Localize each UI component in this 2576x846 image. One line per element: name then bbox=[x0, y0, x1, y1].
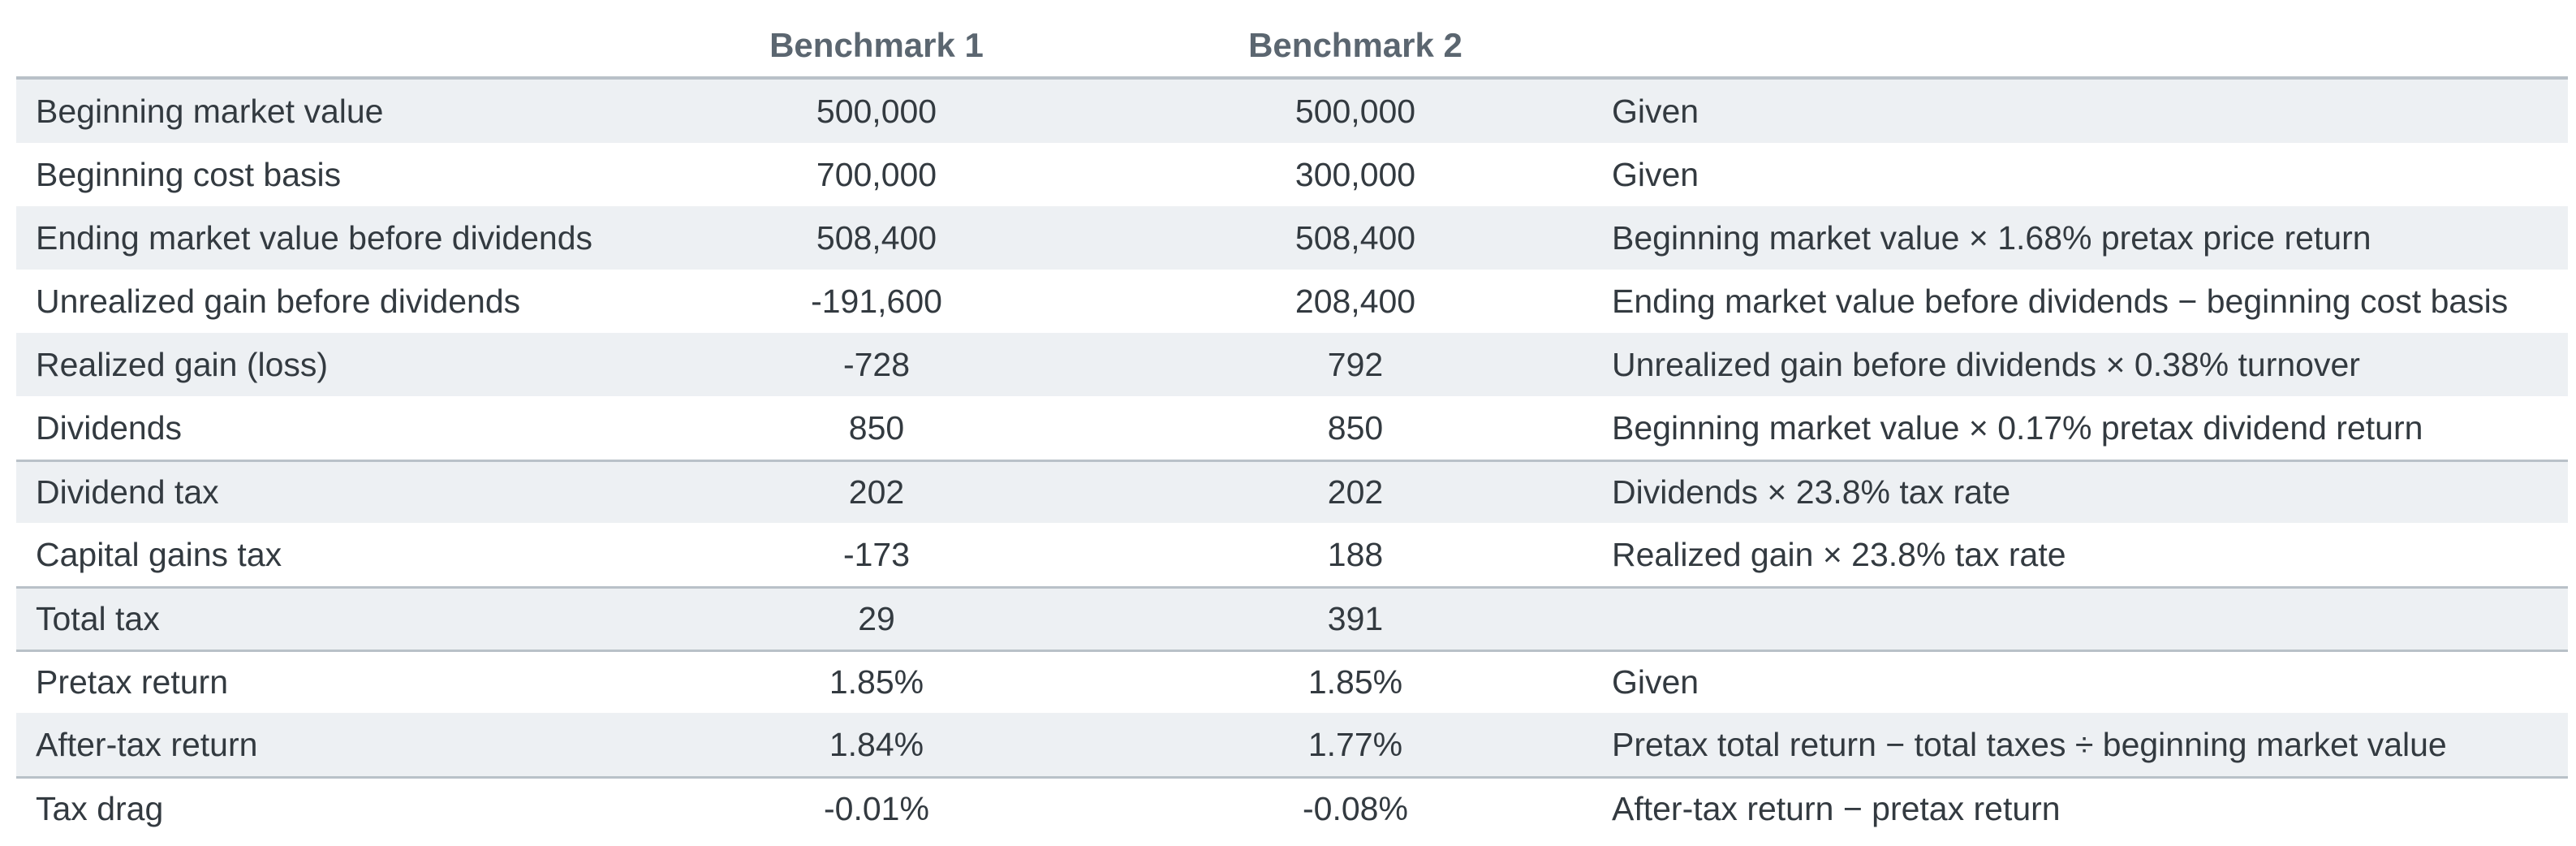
benchmark-2-value: 792 bbox=[1327, 345, 1384, 383]
header-benchmark-2: Benchmark 2 bbox=[1248, 26, 1462, 64]
benchmark-1-value: 1.85% bbox=[829, 663, 924, 701]
row-label: Beginning cost basis bbox=[36, 155, 342, 193]
benchmark-2-value: -0.08% bbox=[1303, 790, 1408, 827]
row-label: Dividend tax bbox=[36, 473, 219, 511]
row-label: Ending market value before dividends bbox=[36, 218, 593, 257]
benchmark-2-value: 500,000 bbox=[1294, 92, 1416, 130]
benchmark-1-value: -0.01% bbox=[824, 790, 929, 827]
benchmark-1-value: -173 bbox=[842, 535, 911, 573]
benchmark-1-value: 850 bbox=[848, 408, 905, 447]
benchmark-2-value: 208,400 bbox=[1294, 282, 1416, 320]
row-note: Dividends × 23.8% tax rate bbox=[1612, 473, 2011, 511]
benchmark-1-value: 500,000 bbox=[816, 92, 937, 130]
table-row: Capital gains tax -173 188 Realized gain… bbox=[16, 523, 2568, 586]
benchmark-1-value: 508,400 bbox=[816, 218, 937, 257]
row-label: Capital gains tax bbox=[36, 535, 282, 573]
benchmark-1-value: 29 bbox=[858, 600, 895, 637]
benchmark-2-value: 1.77% bbox=[1307, 725, 1403, 763]
row-note: Unrealized gain before dividends × 0.38%… bbox=[1612, 345, 2360, 383]
table-header: Benchmark 1 Benchmark 2 bbox=[16, 15, 2568, 80]
row-note: Beginning market value × 0.17% pretax di… bbox=[1612, 408, 2423, 447]
benchmark-1-value: 202 bbox=[848, 473, 905, 511]
benchmark-2-value: 202 bbox=[1327, 473, 1384, 511]
table-row: Ending market value before dividends 508… bbox=[16, 206, 2568, 270]
row-note: Pretax total return − total taxes ÷ begi… bbox=[1612, 725, 2447, 763]
header-benchmark-1: Benchmark 1 bbox=[769, 26, 984, 64]
row-note: After-tax return − pretax return bbox=[1612, 790, 2061, 827]
row-note: Beginning market value × 1.68% pretax pr… bbox=[1612, 218, 2371, 257]
row-label: Dividends bbox=[36, 408, 183, 447]
benchmark-2-value: 391 bbox=[1327, 600, 1384, 637]
row-label: Total tax bbox=[36, 600, 160, 637]
benchmark-2-value: 188 bbox=[1327, 535, 1384, 573]
row-note: Ending market value before dividends − b… bbox=[1612, 282, 2509, 320]
table-row: Dividend tax 202 202 Dividends × 23.8% t… bbox=[16, 460, 2568, 523]
table-row: Unrealized gain before dividends -191,60… bbox=[16, 270, 2568, 333]
table-row: Pretax return 1.85% 1.85% Given bbox=[16, 650, 2568, 713]
row-note: Realized gain × 23.8% tax rate bbox=[1612, 535, 2066, 573]
table-row: Dividends 850 850 Beginning market value… bbox=[16, 396, 2568, 460]
benchmark-2-value: 300,000 bbox=[1294, 155, 1416, 193]
row-label: Beginning market value bbox=[36, 92, 384, 130]
benchmark-1-value: -191,600 bbox=[811, 282, 942, 320]
table-row: Total tax 29 391 bbox=[16, 586, 2568, 650]
row-label: Tax drag bbox=[36, 790, 164, 827]
benchmark-comparison-table: Benchmark 1 Benchmark 2 Beginning market… bbox=[16, 15, 2568, 840]
row-label: After-tax return bbox=[36, 725, 258, 763]
benchmark-1-value: 700,000 bbox=[816, 155, 937, 193]
table-row: Beginning cost basis 700,000 300,000 Giv… bbox=[16, 143, 2568, 206]
table-row: Realized gain (loss) -728 792 Unrealized… bbox=[16, 333, 2568, 396]
table-row: Tax drag -0.01% -0.08% After-tax return … bbox=[16, 776, 2568, 840]
table-row: After-tax return 1.84% 1.77% Pretax tota… bbox=[16, 713, 2568, 776]
row-note: Given bbox=[1612, 663, 1699, 701]
benchmark-2-value: 1.85% bbox=[1307, 663, 1403, 701]
benchmark-1-value: -728 bbox=[842, 345, 911, 383]
table-row: Beginning market value 500,000 500,000 G… bbox=[16, 80, 2568, 143]
row-label: Unrealized gain before dividends bbox=[36, 282, 521, 320]
benchmark-2-value: 508,400 bbox=[1294, 218, 1416, 257]
row-label: Realized gain (loss) bbox=[36, 345, 329, 383]
row-note: Given bbox=[1612, 92, 1699, 130]
benchmark-1-value: 1.84% bbox=[829, 725, 924, 763]
row-note: Given bbox=[1612, 155, 1699, 193]
row-label: Pretax return bbox=[36, 663, 228, 701]
benchmark-2-value: 850 bbox=[1327, 408, 1384, 447]
